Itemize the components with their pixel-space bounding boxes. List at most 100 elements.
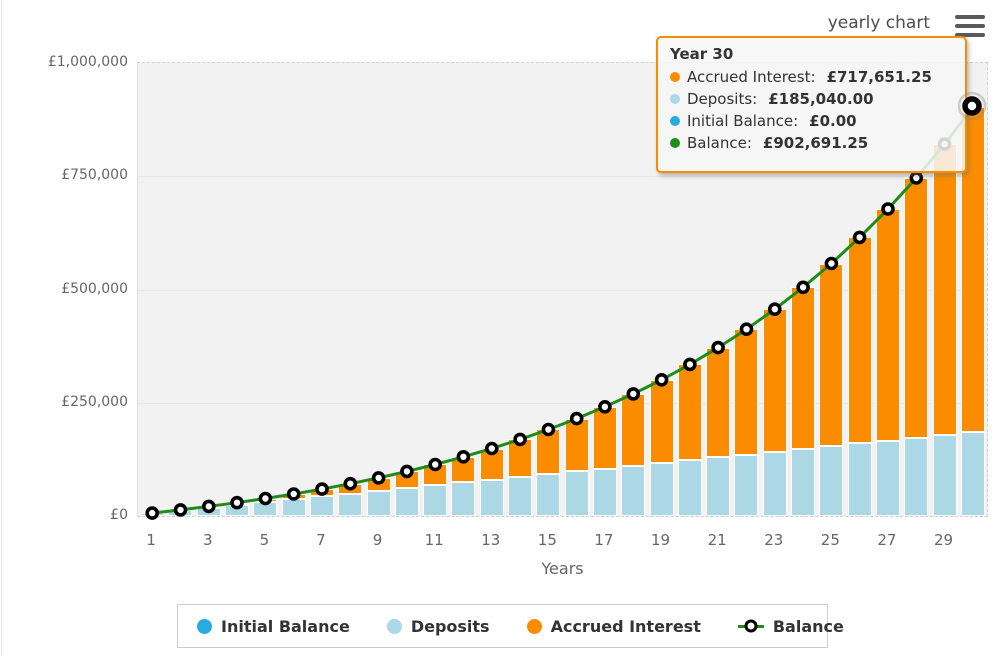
tooltip-row: Balance: £902,691.25 [670, 132, 953, 154]
plot-area [137, 62, 988, 520]
chart-context-menu-button[interactable] [955, 15, 985, 37]
legend-item-label: Accrued Interest [550, 616, 701, 636]
tooltip-series-label: Accrued Interest: [687, 68, 816, 86]
interest-bar-year-24[interactable] [791, 287, 816, 449]
deposits-bar-year-20[interactable] [677, 460, 702, 516]
legend-item-balance[interactable]: Balance [737, 616, 844, 636]
balance-marker-year-12[interactable] [456, 449, 471, 464]
deposits-bar-year-23[interactable] [762, 451, 787, 516]
balance-marker-year-10[interactable] [400, 464, 414, 479]
y-axis-tick-label: £1,000,000 [47, 54, 128, 70]
deposits-bar-year-12[interactable] [451, 482, 476, 516]
balance-marker-year-16[interactable] [569, 411, 584, 426]
interest-bar-year-26[interactable] [847, 237, 872, 444]
balance-marker-year-13[interactable] [484, 441, 499, 456]
balance-marker-year-21[interactable] [711, 340, 725, 355]
legend-dot-icon [526, 618, 542, 634]
deposits-bar-year-21[interactable] [706, 457, 731, 516]
interest-bar-year-25[interactable] [819, 263, 844, 447]
deposits-bar-year-26[interactable] [847, 443, 872, 516]
interest-bar-year-20[interactable] [677, 364, 702, 461]
deposits-bar-year-10[interactable] [394, 488, 419, 516]
x-axis-tick-label: 25 [820, 531, 840, 549]
balance-marker-year-25[interactable] [824, 256, 839, 271]
deposits-bar-year-8[interactable] [338, 493, 363, 516]
interest-bar-year-23[interactable] [762, 309, 787, 452]
balance-marker-year-6[interactable] [286, 487, 301, 501]
tooltip-row: Initial Balance: £0.00 [670, 110, 953, 132]
balance-marker-year-8[interactable] [343, 476, 358, 491]
deposits-bar-year-15[interactable] [536, 474, 561, 516]
x-axis-tick-label: 1 [146, 531, 156, 549]
balance-marker-year-17[interactable] [598, 399, 612, 414]
deposits-bar-year-11[interactable] [423, 485, 448, 516]
balance-marker-year-24[interactable] [796, 280, 810, 295]
interest-bar-year-22[interactable] [734, 329, 759, 455]
tooltip-series-label: Deposits: [687, 90, 758, 108]
deposits-bar-year-24[interactable] [791, 448, 816, 516]
legend-item-deposits[interactable]: Deposits [386, 617, 490, 636]
interest-bar-year-29[interactable] [932, 144, 957, 435]
balance-marker-year-2[interactable] [173, 503, 188, 517]
deposits-bar-year-16[interactable] [564, 471, 589, 516]
interest-bar-year-16[interactable] [564, 418, 589, 472]
deposits-bar-year-19[interactable] [649, 462, 674, 516]
deposits-bar-year-7[interactable] [309, 496, 334, 516]
deposits-bar-year-14[interactable] [508, 476, 533, 516]
legend: Initial Balance Deposits Accrued Interest B… [177, 604, 844, 648]
balance-marker-year-14[interactable] [513, 432, 527, 447]
gridline [138, 176, 987, 178]
deposits-bar-year-22[interactable] [734, 454, 759, 516]
deposits-bar-year-25[interactable] [819, 446, 844, 516]
y-axis-tick-label: £0 [110, 507, 128, 523]
balance-marker-year-23[interactable] [767, 302, 782, 316]
balance-marker-year-19[interactable] [654, 372, 669, 387]
interest-bar-year-17[interactable] [592, 406, 617, 469]
balance-marker-year-11[interactable] [428, 457, 443, 472]
balance-marker-year-18[interactable] [626, 387, 641, 401]
interest-bar-year-27[interactable] [875, 209, 900, 441]
balance-marker-year-5[interactable] [258, 491, 273, 506]
legend-dot-icon [197, 618, 212, 634]
deposits-bar-year-17[interactable] [592, 468, 617, 516]
deposits-bar-year-27[interactable] [875, 440, 900, 516]
legend-item-accrued-interest[interactable]: Accrued Interest [526, 616, 701, 636]
balance-marker-year-4[interactable] [230, 495, 244, 510]
balance-marker-year-26[interactable] [852, 230, 867, 245]
balance-marker-year-9[interactable] [371, 471, 386, 485]
interest-bar-year-15[interactable] [536, 429, 561, 475]
balance-marker-year-15[interactable] [541, 422, 556, 437]
tooltip-row: Accrued Interest: £717,651.25 [670, 66, 953, 88]
deposits-bar-year-18[interactable] [621, 465, 646, 516]
balance-marker-year-22[interactable] [739, 322, 754, 337]
x-axis-tick-label: 21 [707, 531, 727, 549]
tooltip-row: Deposits: £185,040.00 [670, 88, 953, 110]
balance-marker-year-3[interactable] [202, 499, 216, 514]
tooltip-series-value: £717,651.25 [826, 68, 932, 86]
deposits-bar-year-29[interactable] [932, 434, 957, 516]
interest-bar-year-28[interactable] [904, 177, 929, 438]
deposits-bar-year-9[interactable] [366, 490, 391, 516]
balance-marker-year-1[interactable] [145, 506, 159, 520]
y-axis-tick-label: £250,000 [61, 393, 128, 410]
series-color-dot-icon [670, 116, 680, 126]
tooltip-series-value: £0.00 [809, 112, 857, 130]
x-axis-tick-label: 17 [594, 531, 614, 549]
balance-marker-year-20[interactable] [683, 357, 697, 372]
tooltip-series-label: Balance: [687, 134, 752, 152]
interest-bar-year-18[interactable] [621, 393, 646, 466]
deposits-bar-year-28[interactable] [904, 437, 929, 516]
legend-item-initial-balance[interactable]: Initial Balance [197, 617, 350, 636]
balance-marker-year-28[interactable] [909, 171, 924, 185]
legend-ring-icon [744, 619, 758, 633]
interest-bar-year-19[interactable] [649, 379, 674, 463]
balance-marker-year-7[interactable] [315, 482, 329, 496]
y-axis-tick-label: £750,000 [61, 167, 128, 184]
hamburger-icon [955, 15, 985, 19]
deposits-bar-year-30[interactable] [960, 432, 985, 516]
y-axis-labels: £1,000,000 £750,000 £500,000 £250,000 £0 [0, 54, 128, 523]
hamburger-icon [955, 24, 985, 28]
legend-item-label: Balance [772, 616, 844, 636]
deposits-bar-year-13[interactable] [479, 479, 504, 516]
balance-marker-year-27[interactable] [881, 202, 895, 216]
